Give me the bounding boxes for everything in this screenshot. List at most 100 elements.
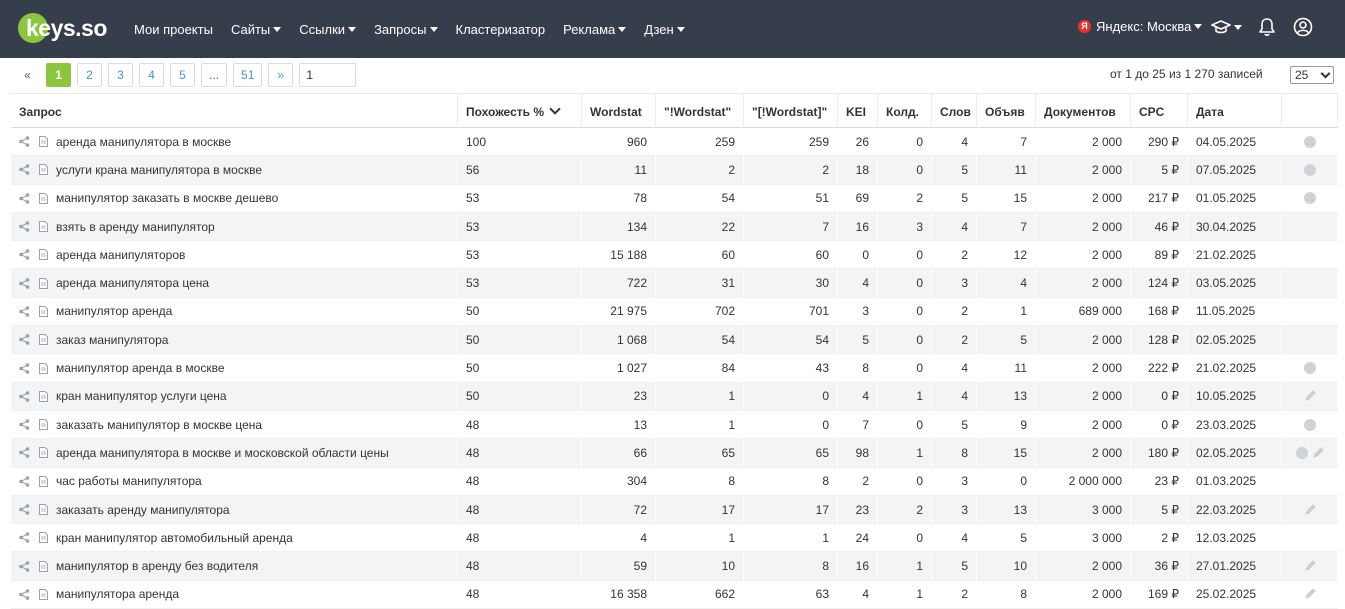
- share-icon[interactable]: [19, 475, 30, 487]
- query-text[interactable]: аренда манипулятора в москве: [56, 134, 232, 149]
- pencil-icon[interactable]: [1304, 560, 1316, 572]
- nav-item[interactable]: Кластеризатор: [456, 22, 546, 37]
- share-icon[interactable]: [19, 221, 30, 232]
- query-text[interactable]: заказ манипулятора: [56, 332, 169, 347]
- nav-item[interactable]: Ссылки: [299, 22, 357, 37]
- document-icon[interactable]: [39, 305, 48, 317]
- document-icon[interactable]: [39, 136, 48, 148]
- notifications-button[interactable]: [1258, 16, 1276, 38]
- chevron-down-icon: [273, 26, 282, 32]
- col-words-header[interactable]: Слов: [932, 94, 977, 129]
- nav-item[interactable]: Сайты: [231, 22, 282, 37]
- page-button[interactable]: 51: [233, 63, 263, 87]
- prev-page-button[interactable]: «: [15, 63, 40, 87]
- nav-item[interactable]: Мои проекты: [134, 22, 213, 37]
- col-wordstat-exclam-header[interactable]: "!Wordstat": [656, 94, 744, 129]
- query-text[interactable]: манипулятор аренда в москве: [56, 361, 225, 376]
- col-similarity-header[interactable]: Похожесть %: [458, 94, 582, 129]
- share-icon[interactable]: [19, 192, 30, 204]
- share-icon[interactable]: [19, 419, 30, 430]
- status-dot-icon[interactable]: [1303, 362, 1316, 375]
- query-text[interactable]: аренда манипулятора в москве и московско…: [56, 445, 389, 460]
- share-icon[interactable]: [19, 334, 30, 346]
- document-icon[interactable]: [39, 504, 48, 515]
- query-text[interactable]: час работы манипулятора: [56, 474, 202, 489]
- document-icon[interactable]: [39, 192, 48, 204]
- share-icon[interactable]: [19, 306, 30, 317]
- page-number-input[interactable]: [299, 63, 357, 87]
- document-icon[interactable]: [39, 249, 48, 261]
- query-text[interactable]: кран манипулятор услуги цена: [56, 389, 227, 404]
- document-icon[interactable]: [39, 588, 48, 600]
- share-icon[interactable]: [19, 391, 30, 402]
- share-icon[interactable]: [19, 504, 30, 515]
- document-icon[interactable]: [39, 447, 48, 459]
- col-date-header[interactable]: Дата: [1188, 94, 1282, 129]
- nav-item[interactable]: Дзен: [644, 22, 685, 37]
- logo[interactable]: keys.so: [18, 11, 107, 45]
- col-wordstat-exact-header[interactable]: "[!Wordstat]": [744, 94, 838, 129]
- share-icon[interactable]: [19, 560, 30, 572]
- share-icon[interactable]: [19, 136, 30, 147]
- status-dot-icon[interactable]: [1303, 135, 1316, 148]
- share-icon[interactable]: [19, 277, 30, 289]
- document-icon[interactable]: [39, 532, 48, 544]
- document-icon[interactable]: [39, 334, 48, 346]
- query-text[interactable]: манипулятор в аренду без водителя: [56, 559, 259, 574]
- query-text[interactable]: взять в аренду манипулятор: [56, 219, 215, 234]
- col-documents-header[interactable]: Документов: [1036, 94, 1131, 129]
- nav-item[interactable]: Реклама: [563, 22, 627, 37]
- col-competitors-header[interactable]: Колд.: [878, 94, 932, 129]
- wordstat-exclam-value: 54: [721, 191, 735, 206]
- status-dot-icon[interactable]: [1303, 163, 1316, 176]
- col-ads-header[interactable]: Объяв: [977, 94, 1036, 129]
- query-text[interactable]: манипулятор заказать в москве дешево: [56, 191, 279, 206]
- pencil-icon[interactable]: [1304, 390, 1316, 402]
- page-button[interactable]: 4: [139, 63, 164, 87]
- share-icon[interactable]: [19, 532, 30, 544]
- document-icon[interactable]: [39, 475, 48, 487]
- share-icon[interactable]: [19, 362, 30, 374]
- status-dot-icon[interactable]: [1303, 192, 1316, 205]
- cell-wordstat-exact: 7: [744, 212, 838, 241]
- col-wordstat-header[interactable]: Wordstat: [582, 94, 656, 129]
- document-icon[interactable]: [39, 560, 48, 572]
- per-page-select[interactable]: 25: [1290, 66, 1334, 84]
- pencil-icon[interactable]: [1304, 588, 1316, 600]
- col-query-header[interactable]: Запрос: [11, 94, 458, 129]
- pencil-icon[interactable]: [1304, 503, 1316, 516]
- query-text[interactable]: аренда манипулятора цена: [56, 276, 210, 291]
- query-text[interactable]: манипулятор аренда: [56, 304, 173, 319]
- document-icon[interactable]: [39, 390, 48, 402]
- page-button[interactable]: 5: [170, 63, 195, 87]
- document-icon[interactable]: [39, 164, 48, 176]
- cell-actions: [1282, 241, 1338, 269]
- query-text[interactable]: кран манипулятор автомобильный аренда: [56, 530, 293, 545]
- pencil-icon[interactable]: [1312, 447, 1324, 459]
- region-selector[interactable]: Я Яндекс: Москва: [1078, 17, 1203, 35]
- next-page-button[interactable]: »: [268, 63, 294, 87]
- nav-item[interactable]: Запросы: [374, 22, 438, 37]
- query-text[interactable]: аренда манипуляторов: [56, 247, 186, 262]
- page-button[interactable]: 1: [46, 63, 71, 87]
- query-text[interactable]: заказать манипулятор в москве цена: [56, 417, 263, 432]
- document-icon[interactable]: [39, 419, 48, 431]
- document-icon[interactable]: [39, 277, 48, 289]
- query-text[interactable]: заказать аренду манипулятора: [56, 502, 230, 517]
- status-dot-icon[interactable]: [1295, 446, 1308, 459]
- share-icon[interactable]: [19, 447, 30, 459]
- user-menu-button[interactable]: [1293, 16, 1313, 38]
- status-dot-icon[interactable]: [1303, 418, 1316, 431]
- query-text[interactable]: манипулятора аренда: [56, 587, 180, 602]
- education-menu[interactable]: [1211, 16, 1242, 38]
- share-icon[interactable]: [19, 164, 30, 176]
- page-button[interactable]: 3: [108, 63, 133, 87]
- share-icon[interactable]: [19, 589, 30, 600]
- share-icon[interactable]: [19, 249, 30, 261]
- query-text[interactable]: услуги крана манипулятора в москве: [56, 162, 263, 177]
- document-icon[interactable]: [39, 362, 48, 374]
- col-cpc-header[interactable]: CPC: [1131, 94, 1188, 129]
- page-button[interactable]: 2: [77, 63, 102, 87]
- document-icon[interactable]: [39, 221, 48, 233]
- col-kei-header[interactable]: KEI: [838, 94, 878, 129]
